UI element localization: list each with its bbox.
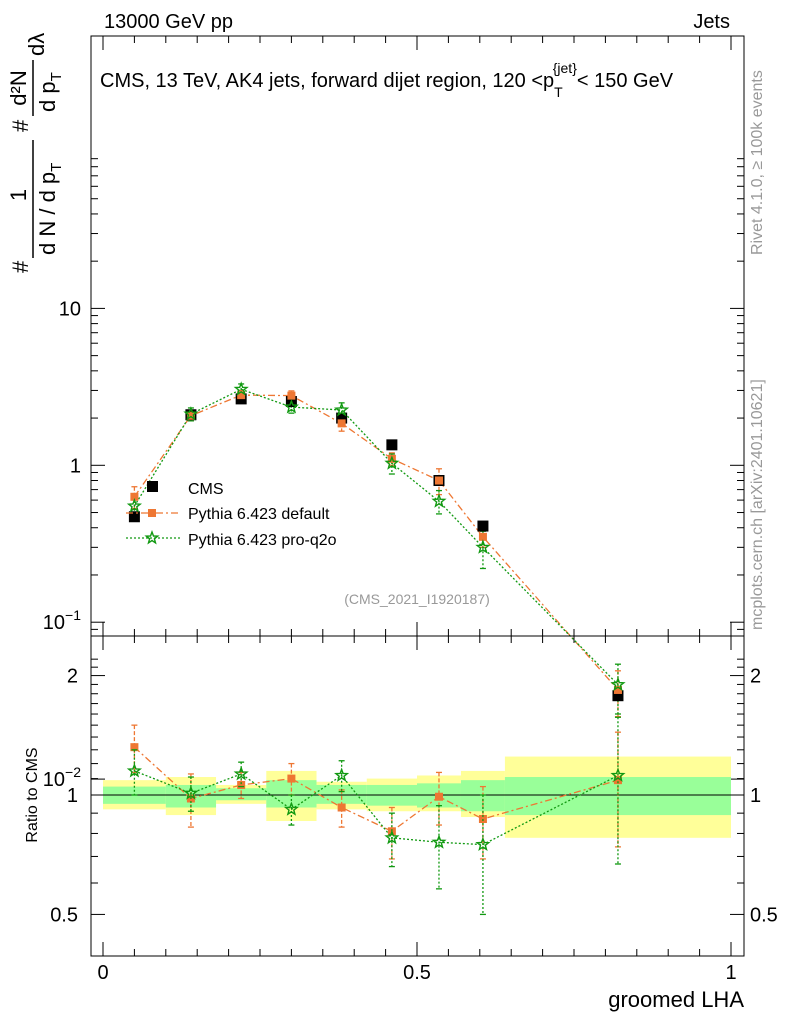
x-tick-label: 0.5 xyxy=(403,962,431,984)
y-tick-label: 1 xyxy=(70,455,81,477)
legend-marker-default xyxy=(148,509,156,517)
y-tick-label-base: 10 xyxy=(43,769,65,791)
y-label-hash-right: # xyxy=(8,119,33,132)
cms-data-point xyxy=(336,412,348,424)
y-label-dp-text: d p xyxy=(35,81,60,112)
default-point xyxy=(337,419,346,428)
proq2o-ratio-point xyxy=(475,836,491,851)
y-tick-label-base: 1 xyxy=(70,455,81,477)
ratio-y-tick-label-right: 2 xyxy=(750,666,761,688)
ratio-y-tick-label-left: 0.5 xyxy=(50,904,78,926)
proq2o-ratio-point xyxy=(126,762,143,778)
analysis-id: (CMS_2021_I1920187) xyxy=(344,591,490,607)
y-label-dn-text: d N / d p xyxy=(35,172,60,255)
ratio-y-tick-label-right: 1 xyxy=(750,785,761,807)
ratio-series xyxy=(126,716,626,916)
proq2o-point xyxy=(183,406,199,421)
chart-title-tail: < 150 GeV xyxy=(577,70,674,92)
default-point xyxy=(186,411,195,420)
proq2o-ratio-line xyxy=(134,770,619,846)
ratio-y-tick-label-right: 0.5 xyxy=(750,904,778,926)
cms-data-point xyxy=(386,439,398,451)
proq2o-point xyxy=(333,401,350,417)
proq2o-point xyxy=(610,676,626,692)
default-point xyxy=(478,532,487,541)
proq2o-ratio-point xyxy=(431,834,447,849)
ratio-bands xyxy=(103,756,731,838)
default-point xyxy=(287,391,296,400)
ratio-band-inner xyxy=(316,784,367,804)
y-label-dlambda: dλ xyxy=(24,33,49,56)
chart-title-main: CMS, 13 TeV, AK4 jets, forward dijet reg… xyxy=(100,70,554,92)
proq2o-point xyxy=(431,493,447,508)
proq2o-point xyxy=(233,381,249,396)
y-label-hash-left: # xyxy=(8,260,33,273)
y-label-dp: d pT xyxy=(35,72,65,112)
proq2o-ratio-point xyxy=(610,767,626,782)
y-tick-label-base: 10 xyxy=(43,612,65,634)
main-series xyxy=(126,381,626,718)
proq2o-point xyxy=(283,399,299,414)
cms-data-point xyxy=(128,511,140,523)
default-ratio-point xyxy=(613,776,622,785)
ratio-ticks: 0.5 0.5 1 1 2 2 0 0.5 1 xyxy=(50,636,778,984)
ratio-y-tick-label-left: 1 xyxy=(67,785,78,807)
x-axis-label: groomed LHA xyxy=(608,987,744,1012)
default-ratio-point xyxy=(130,743,139,752)
chart-title-sup: {jet} xyxy=(553,60,577,76)
proq2o-ratio-point xyxy=(233,765,249,781)
ratio-panel: 0.5 0.5 1 1 2 2 0 0.5 1 xyxy=(50,635,778,984)
legend-marker-cms xyxy=(147,481,158,492)
y-label-dn-sub: T xyxy=(48,163,65,172)
y-tick-label: 10 xyxy=(59,298,81,320)
y-label-one: 1 xyxy=(6,189,31,201)
y-label-dp-sub: T xyxy=(48,72,65,81)
proq2o-point xyxy=(475,539,491,554)
legend-label-default: Pythia 6.423 default xyxy=(188,506,330,523)
y-label-dn: d N / d pT xyxy=(35,163,65,255)
chart-title-sub: T xyxy=(554,84,563,100)
proq2o-ratio-point xyxy=(384,829,400,845)
proq2o-point xyxy=(126,498,143,513)
y-axis-label: # 1 d N / d pT # d²N d pT dλ xyxy=(6,33,65,273)
default-ratio-point xyxy=(287,774,296,783)
proq2o-point xyxy=(384,455,400,470)
y-label-d2n: d²N xyxy=(6,70,31,105)
legend: CMS Pythia 6.423 default Pythia 6.423 pr… xyxy=(126,481,337,549)
default-ratio-point xyxy=(337,803,346,812)
rivet-label: Rivet 4.1.0, ≥ 100k events xyxy=(749,70,766,255)
default-point xyxy=(237,391,246,400)
legend-label-proq2o: Pythia 6.423 pro-q2o xyxy=(188,532,337,549)
proq2o-ratio-point xyxy=(283,801,300,816)
y-tick-label-base: 10 xyxy=(59,298,81,320)
y-tick-label: 10−1 xyxy=(43,607,81,634)
default-point xyxy=(613,685,622,694)
default-ratio-point xyxy=(434,792,443,801)
legend-marker-proq2o xyxy=(144,530,160,545)
header-left: 13000 GeV pp xyxy=(104,11,233,33)
proq2o-ratio-point xyxy=(334,767,350,782)
chart-title: CMS, 13 TeV, AK4 jets, forward dijet reg… xyxy=(100,60,674,100)
ratio-y-tick-label-left: 2 xyxy=(67,666,78,688)
x-tick-label: 0 xyxy=(97,962,108,984)
x-tick-label: 1 xyxy=(725,962,736,984)
default-point xyxy=(130,492,139,501)
legend-label-cms: CMS xyxy=(188,481,224,498)
header-right: Jets xyxy=(693,11,730,33)
default-point xyxy=(434,476,443,485)
cms-data-point xyxy=(612,690,624,702)
default-ratio-point xyxy=(478,814,487,823)
cms-data-point xyxy=(477,520,489,532)
y-tick-label: 10−2 xyxy=(43,764,81,791)
mcplots-label: mcplots.cern.ch [arXiv:2401.10621] xyxy=(749,379,766,630)
y-tick-label-exp: −2 xyxy=(65,764,81,780)
ratio-y-label: Ratio to CMS xyxy=(24,747,41,842)
proq2o-ratio-point xyxy=(183,785,199,800)
y-tick-label-exp: −1 xyxy=(65,607,81,623)
default-ratio-point xyxy=(237,780,246,789)
